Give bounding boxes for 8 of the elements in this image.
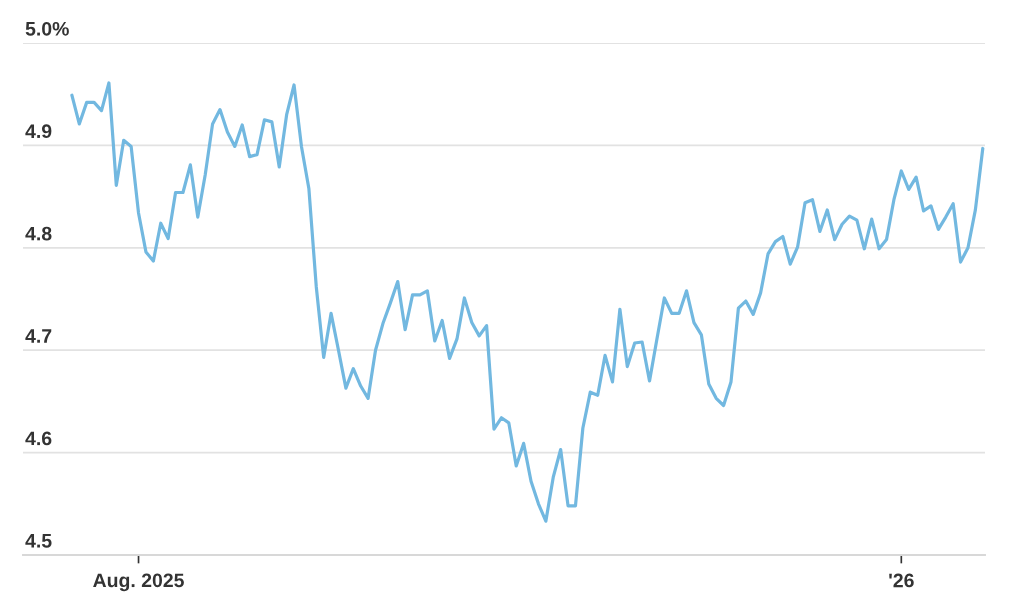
- y-tick-label: 4.6: [25, 431, 52, 446]
- x-tick-label: Aug. 2025: [93, 573, 184, 592]
- y-tick-label: 5.0%: [25, 21, 69, 36]
- y-tick-label: 4.9: [25, 124, 52, 139]
- y-tick-label: 4.7: [25, 329, 52, 343]
- x-tick-label: '26: [889, 573, 914, 588]
- y-tick-label: 4.5: [25, 534, 52, 548]
- y-tick-label: 4.8: [25, 226, 52, 241]
